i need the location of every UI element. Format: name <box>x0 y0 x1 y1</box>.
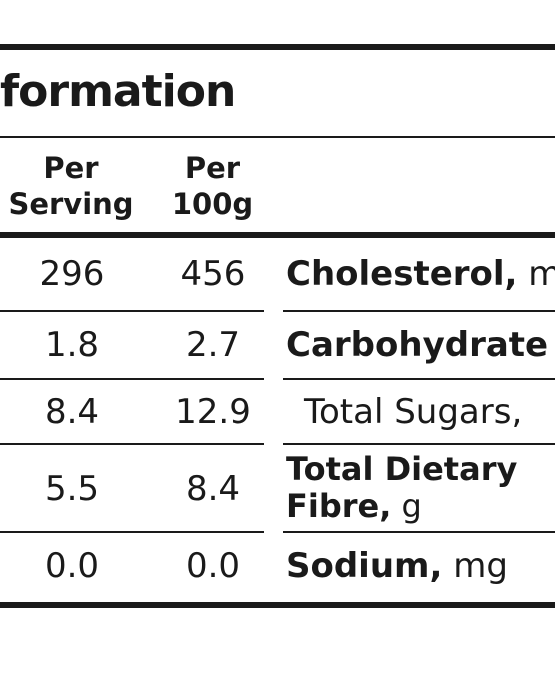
row-divider <box>0 378 264 380</box>
nutrient-unit: g <box>391 487 422 525</box>
nutrient-sub-label: Total Sugars, <box>304 392 523 432</box>
per-serving-value: 1.8 <box>44 325 100 365</box>
column-header-line: Serving <box>8 187 134 221</box>
nutrient-name: Total Dietary <box>286 450 518 488</box>
nutrient-label: Cholesterol, m <box>286 254 555 294</box>
per-serving-value: 0.0 <box>44 546 100 586</box>
nutrient-name: Cholesterol, <box>286 254 518 294</box>
nutrient-name: Sodium, <box>286 546 443 586</box>
column-header-per-serving: Per Serving <box>0 150 142 222</box>
per-serving-value: 5.5 <box>44 469 100 509</box>
row-divider <box>283 443 555 445</box>
column-header-per-100g: Per 100g <box>145 150 280 222</box>
nutrient-label: Total Dietary Fibre, g <box>286 451 517 525</box>
bottom-border <box>0 602 555 608</box>
per-100g-value: 0.0 <box>185 546 241 586</box>
row-divider <box>0 443 264 445</box>
per-100g-value: 12.9 <box>175 392 251 432</box>
row-divider <box>283 378 555 380</box>
row-divider <box>283 310 555 312</box>
row-divider <box>0 310 264 312</box>
column-header-line: Per <box>43 151 99 185</box>
nutrient-name: Carbohydrate <box>286 325 549 365</box>
nutrient-label: Carbohydrate <box>286 325 548 365</box>
title-divider <box>0 136 555 138</box>
nutrient-label: Total Sugars, <box>304 392 522 432</box>
nutrient-unit: mg <box>442 546 508 586</box>
panel-title: formation <box>0 66 236 117</box>
per-100g-value: 2.7 <box>185 325 241 365</box>
column-header-line: 100g <box>171 187 254 221</box>
nutrient-unit: m <box>528 254 555 294</box>
header-divider <box>0 232 555 238</box>
nutrient-label: Sodium, mg <box>286 546 508 586</box>
row-divider <box>283 531 555 533</box>
per-serving-value: 8.4 <box>44 392 100 432</box>
per-serving-value: 296 <box>39 254 105 294</box>
row-divider <box>0 531 264 533</box>
column-header-line: Per <box>184 151 241 185</box>
nutrient-name: Fibre, <box>286 487 392 525</box>
per-100g-value: 8.4 <box>185 469 241 509</box>
per-100g-value: 456 <box>180 254 246 294</box>
top-border <box>0 44 555 50</box>
